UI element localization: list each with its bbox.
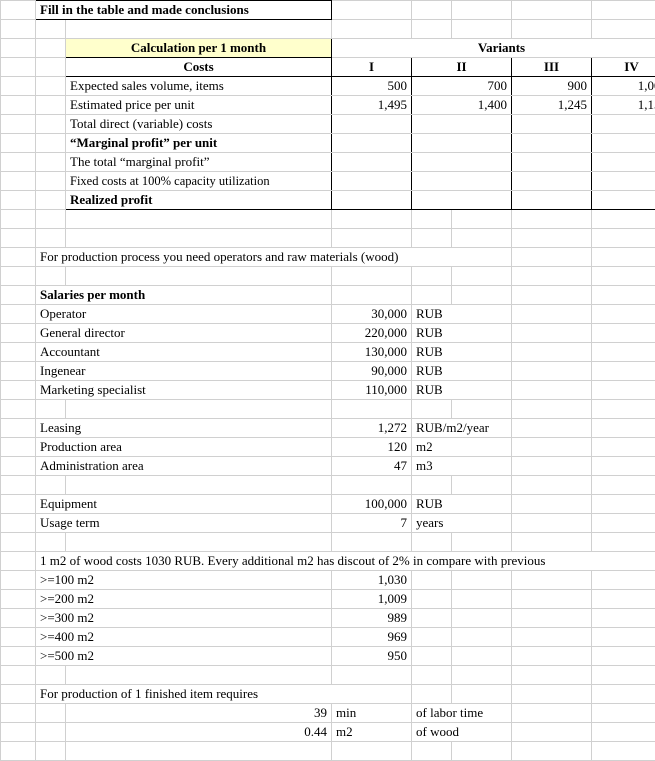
finish-note: For production of 1 finished item requir… bbox=[36, 685, 412, 704]
costs-header: Costs bbox=[66, 58, 332, 77]
table-row: Leasing 1,272 RUB/m2/year bbox=[1, 419, 655, 438]
table-row: Operator 30,000 RUB bbox=[1, 305, 655, 324]
table-row: 0.44 m2 of wood bbox=[1, 723, 655, 742]
table-row: >=400 m2 969 bbox=[1, 628, 655, 647]
table-row: Ingenear 90,000 RUB bbox=[1, 362, 655, 381]
col-IV: IV bbox=[592, 58, 655, 77]
table-row: >=200 m2 1,009 bbox=[1, 590, 655, 609]
table-row: Estimated price per unit 1,495 1,400 1,2… bbox=[1, 96, 655, 115]
table-row: Usage term 7 years bbox=[1, 514, 655, 533]
table-row: Administration area 47 m3 bbox=[1, 457, 655, 476]
table-row: Fixed costs at 100% capacity utilization bbox=[1, 172, 655, 191]
table-row: >=100 m2 1,030 bbox=[1, 571, 655, 590]
table-row: >=300 m2 989 bbox=[1, 609, 655, 628]
variants-header: Variants bbox=[332, 39, 655, 58]
col-II: II bbox=[412, 58, 512, 77]
table-row: >=500 m2 950 bbox=[1, 647, 655, 666]
salaries-header: Salaries per month bbox=[36, 286, 332, 305]
wood-note: 1 m2 of wood costs 1030 RUB. Every addit… bbox=[36, 552, 655, 571]
col-III: III bbox=[512, 58, 592, 77]
title-cell: Fill in the table and made conclusions bbox=[36, 1, 332, 20]
table-row: Realized profit bbox=[1, 191, 655, 210]
table-row: Production area 120 m2 bbox=[1, 438, 655, 457]
spreadsheet: Fill in the table and made conclusions C… bbox=[0, 0, 655, 761]
production-note: For production process you need operator… bbox=[36, 248, 512, 267]
table-row: Expected sales volume, items 500 700 900… bbox=[1, 77, 655, 96]
table-row: Accountant 130,000 RUB bbox=[1, 343, 655, 362]
table-row: Marketing specialist 110,000 RUB bbox=[1, 381, 655, 400]
title-row: Fill in the table and made conclusions bbox=[1, 1, 655, 20]
table-row: The total “marginal profit” bbox=[1, 153, 655, 172]
calc-header: Calculation per 1 month bbox=[66, 39, 332, 58]
table-row: General director 220,000 RUB bbox=[1, 324, 655, 343]
table-row: Total direct (variable) costs bbox=[1, 115, 655, 134]
table-row: “Marginal profit” per unit bbox=[1, 134, 655, 153]
table-row: 39 min of labor time bbox=[1, 704, 655, 723]
col-I: I bbox=[332, 58, 412, 77]
table-row: Equipment 100,000 RUB bbox=[1, 495, 655, 514]
